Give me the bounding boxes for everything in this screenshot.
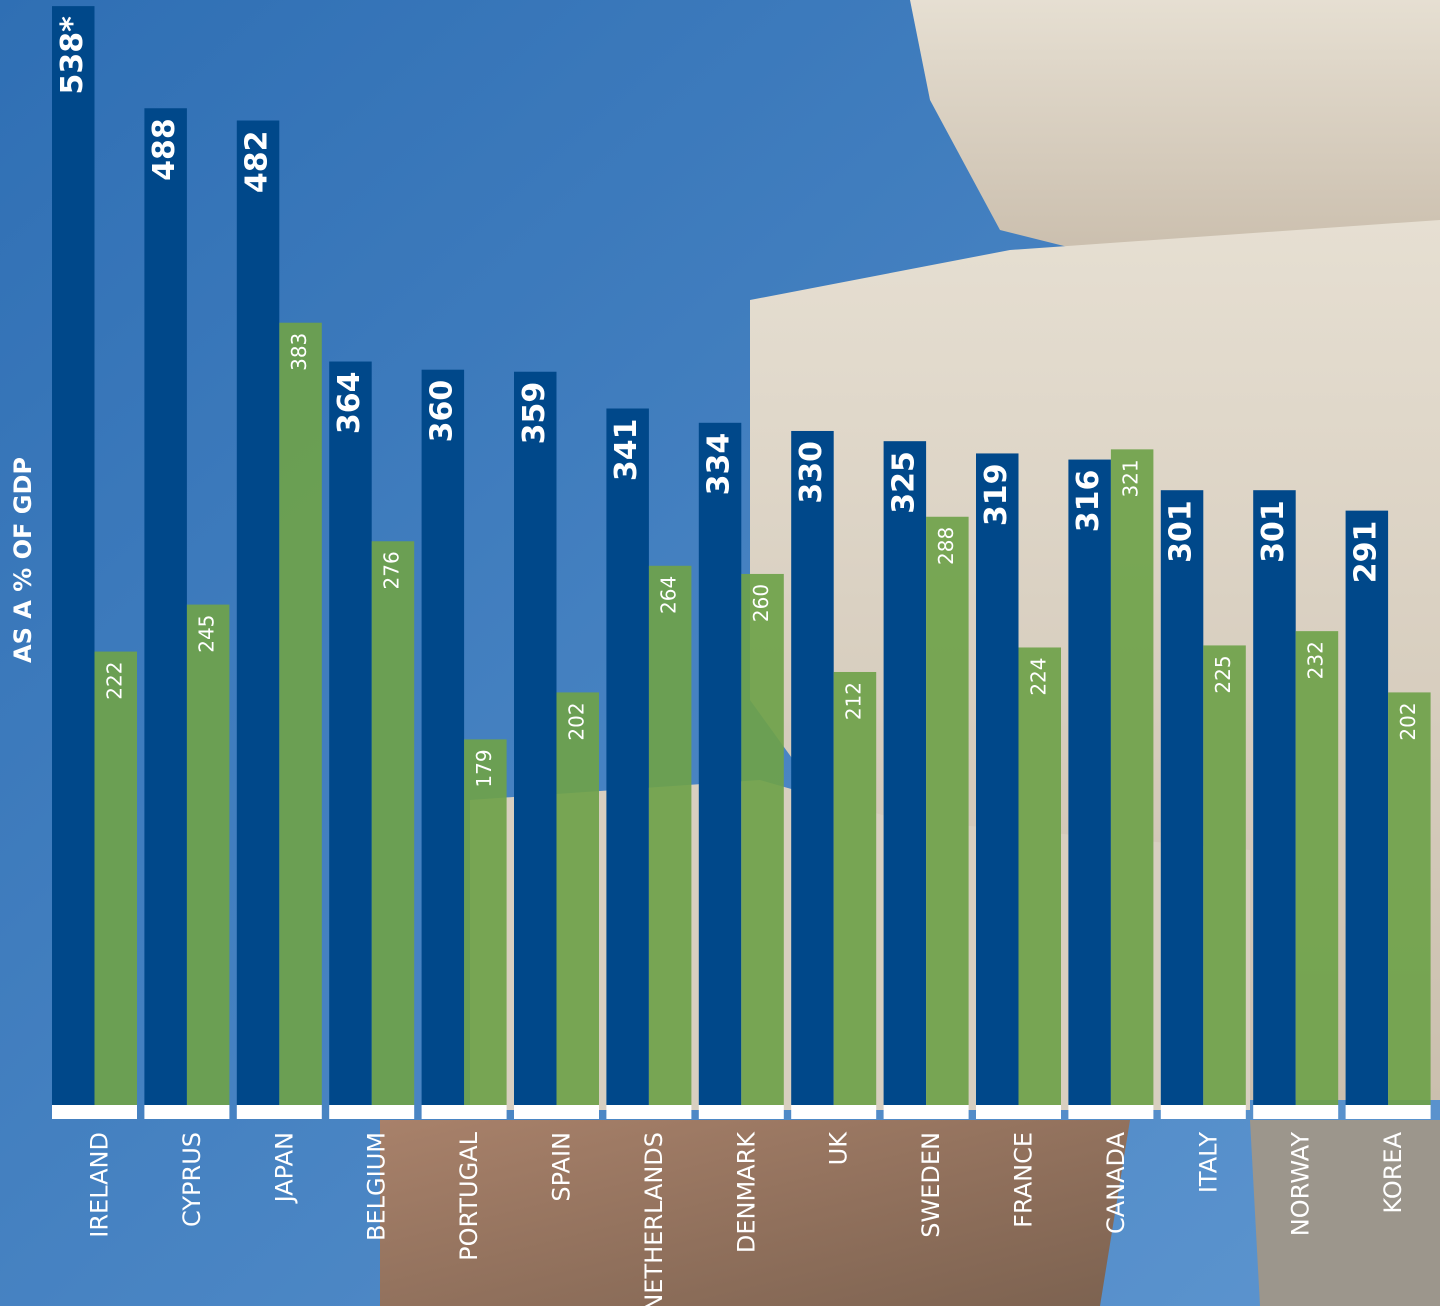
- bar: [329, 361, 372, 1105]
- bar: [1110, 449, 1154, 1106]
- data-label: 360: [424, 380, 459, 443]
- data-label: 232: [1303, 641, 1327, 679]
- data-label: 383: [287, 333, 311, 371]
- data-label: 202: [1396, 702, 1420, 740]
- data-label: 260: [749, 584, 773, 622]
- baseline-block: [52, 1105, 137, 1119]
- data-label: 538*: [55, 16, 90, 95]
- x-tick-label: KOREA: [1379, 1131, 1407, 1213]
- data-label: 482: [240, 131, 275, 194]
- bar: [186, 604, 230, 1105]
- baseline-block: [791, 1105, 877, 1119]
- bar: [556, 692, 599, 1105]
- bar: [648, 565, 692, 1105]
- data-label: 334: [702, 433, 737, 496]
- bar: [926, 516, 969, 1105]
- bar: [606, 408, 649, 1105]
- x-tick-label: UK: [825, 1131, 853, 1166]
- baseline-block: [514, 1105, 599, 1119]
- baseline-block: [976, 1105, 1061, 1119]
- bar: [1018, 647, 1061, 1105]
- bar: [279, 322, 322, 1106]
- x-tick-label: PORTUGAL: [455, 1131, 483, 1261]
- data-label: 288: [934, 527, 958, 565]
- data-label: 330: [794, 441, 829, 504]
- baseline-block: [1160, 1105, 1246, 1119]
- data-label: 212: [841, 682, 865, 720]
- bar: [236, 120, 280, 1106]
- baseline-block: [329, 1105, 415, 1119]
- bar: [421, 369, 465, 1105]
- bar: [1160, 490, 1204, 1105]
- bar: [1345, 510, 1389, 1105]
- y-axis-label: AS A % OF GDP: [9, 457, 37, 663]
- data-label: 225: [1211, 655, 1235, 693]
- background-rock: [380, 1120, 1130, 1306]
- bar: [1068, 459, 1111, 1105]
- data-label: 264: [657, 576, 681, 614]
- bar: [741, 573, 784, 1105]
- x-tick-label: JAPAN: [270, 1132, 298, 1204]
- baseline-block: [698, 1105, 784, 1119]
- x-tick-label: CANADA: [1102, 1131, 1130, 1234]
- bar: [464, 739, 507, 1105]
- background-stone: [910, 0, 1440, 250]
- x-tick-label: DENMARK: [732, 1131, 760, 1253]
- x-tick-label: SPAIN: [548, 1132, 576, 1202]
- bar: [698, 422, 742, 1105]
- bar: [1253, 490, 1296, 1105]
- data-label: 202: [564, 702, 588, 740]
- bar: [52, 6, 95, 1105]
- bar: [94, 651, 137, 1105]
- data-label: 301: [1256, 500, 1291, 563]
- data-label: 179: [472, 749, 496, 787]
- baseline-block: [236, 1105, 322, 1119]
- data-label: 321: [1119, 459, 1143, 497]
- bar: [1295, 631, 1339, 1105]
- data-label: 224: [1026, 657, 1050, 695]
- x-tick-label: ITALY: [1194, 1132, 1222, 1193]
- data-label: 364: [332, 372, 367, 435]
- baseline-block: [1345, 1105, 1431, 1119]
- data-label: 222: [102, 662, 126, 700]
- baseline-block: [1253, 1105, 1339, 1119]
- x-tick-label: FRANCE: [1010, 1132, 1038, 1228]
- background-rock: [1250, 1120, 1440, 1306]
- bar: [833, 671, 877, 1105]
- baseline-block: [883, 1105, 969, 1119]
- baseline-block: [606, 1105, 692, 1119]
- data-label: 341: [609, 419, 644, 482]
- data-label: 291: [1348, 521, 1383, 584]
- bar: [791, 430, 834, 1105]
- x-tick-label: CYPRUS: [178, 1132, 206, 1227]
- bar: [144, 108, 187, 1105]
- bar: [883, 441, 927, 1105]
- bar: [1388, 692, 1431, 1105]
- bar: [976, 453, 1019, 1105]
- data-label: 319: [979, 463, 1014, 526]
- baseline-block: [1068, 1105, 1154, 1119]
- data-label: 316: [1071, 470, 1106, 533]
- x-tick-label: NETHERLANDS: [640, 1132, 668, 1306]
- data-label: 488: [147, 118, 182, 181]
- x-tick-label: BELGIUM: [363, 1132, 391, 1241]
- data-label: 245: [195, 615, 219, 653]
- x-tick-label: NORWAY: [1287, 1132, 1315, 1237]
- bar: [514, 371, 557, 1105]
- data-label: 276: [379, 551, 403, 589]
- bar: [371, 541, 415, 1105]
- data-label: 325: [886, 451, 921, 514]
- bar: [1203, 645, 1246, 1105]
- data-label: 359: [517, 382, 552, 445]
- baseline-block: [144, 1105, 230, 1119]
- baseline-block: [421, 1105, 507, 1119]
- x-tick-label: IRELAND: [86, 1132, 114, 1238]
- data-label: 301: [1164, 500, 1199, 563]
- x-tick-label: SWEDEN: [917, 1132, 945, 1238]
